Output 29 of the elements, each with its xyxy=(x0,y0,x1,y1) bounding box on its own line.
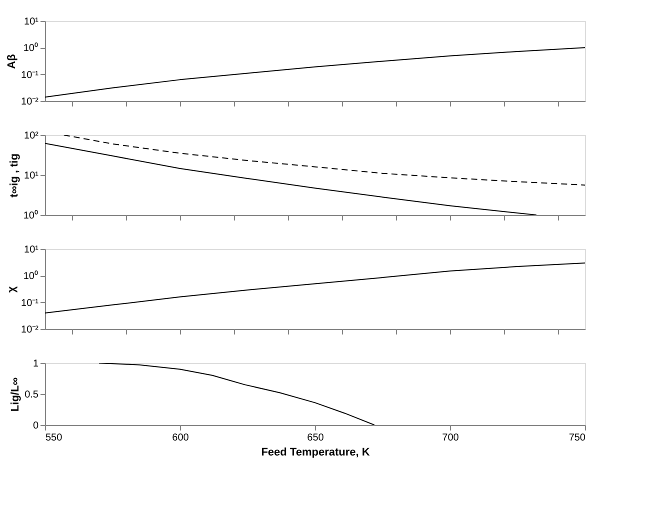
line-series xyxy=(45,47,585,98)
y-tick-label: 10⁻² xyxy=(21,324,40,336)
y-tick-label: 0.5 xyxy=(24,390,39,400)
y-tick-label: 10⁰ xyxy=(23,42,38,54)
x-tick-label: 750 xyxy=(568,432,586,444)
y-tick-label: 1 xyxy=(32,358,39,370)
y-tick-label: 10⁰ xyxy=(23,270,38,282)
x-tick-label: 600 xyxy=(172,432,190,444)
line-series xyxy=(98,363,375,425)
y-axis-title: Aβ xyxy=(6,54,18,69)
y-axis-title: Lig/L∞ xyxy=(10,377,22,412)
x-tick-label: 550 xyxy=(46,432,63,444)
y-tick-label: 10¹ xyxy=(24,244,40,256)
y-tick-label: 10⁰ xyxy=(23,210,38,222)
x-axis-title: Feed Temperature, K xyxy=(261,446,370,458)
y-tick-label: 10⁻¹ xyxy=(21,298,40,309)
y-axis-title: t∞ig , tig xyxy=(8,154,20,198)
line-series xyxy=(63,135,585,186)
y-tick-label: 10¹ xyxy=(24,16,40,28)
line-series xyxy=(45,142,537,215)
y-tick-label: 10¹ xyxy=(24,170,40,182)
y-tick-label: 10² xyxy=(24,130,40,142)
x-tick-label: 650 xyxy=(307,432,324,444)
x-tick-label: 700 xyxy=(442,432,460,444)
y-tick-label: 10⁻¹ xyxy=(21,70,40,81)
y-axis-title: χ xyxy=(6,286,18,293)
y-tick-label: 10⁻² xyxy=(21,96,40,108)
y-tick-label: 0 xyxy=(32,420,39,432)
line-series xyxy=(45,262,585,314)
